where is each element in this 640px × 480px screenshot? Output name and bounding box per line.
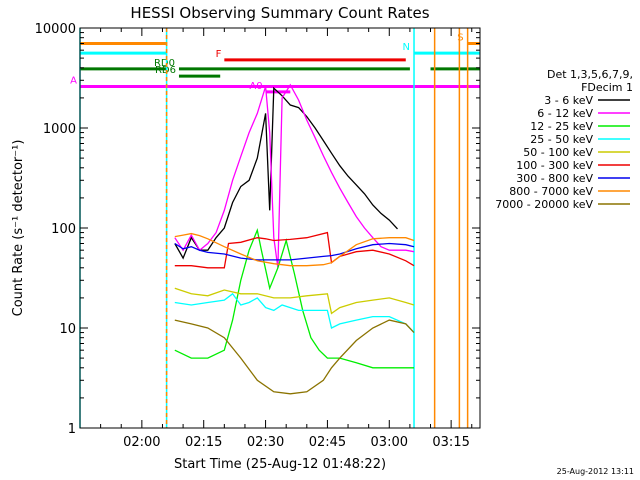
flag-label-s: S <box>457 32 463 43</box>
flag-label-rd0: RD0 <box>154 58 175 69</box>
y-tick-label-0: 1 <box>68 422 76 437</box>
legend-label-0: 3 - 6 keV <box>544 94 593 107</box>
legend-label-6: 300 - 800 keV <box>516 172 593 185</box>
x-tick-label-0: 02:00 <box>123 435 160 450</box>
vertical-markers <box>79 28 469 428</box>
legend-label-3: 25 - 50 keV <box>530 133 593 146</box>
flag-label-n: N <box>403 42 410 53</box>
y-tick-label-1: 10 <box>59 322 76 337</box>
x-tick-label-1: 02:15 <box>185 435 222 450</box>
axes: 1 10 100 1000 10000 02:00 02:15 02:30 02:45 03:00… <box>35 22 480 450</box>
x-tick-label-5: 03:15 <box>432 435 469 450</box>
series-line-2 <box>174 227 414 369</box>
legend-label-2: 12 - 25 keV <box>530 120 593 133</box>
series-line-7 <box>174 232 415 267</box>
y-tick-label-4: 10000 <box>35 22 76 37</box>
flag-label-f: F <box>216 49 222 60</box>
x-tick-label-3: 02:45 <box>309 435 346 450</box>
flag-label-a: A <box>70 76 77 87</box>
series-line-6 <box>174 242 415 261</box>
chart-title: HESSI Observing Summary Count Rates <box>130 4 429 22</box>
series-line-8 <box>174 319 415 395</box>
y-tick-label-3: 1000 <box>43 122 76 137</box>
series-line-4 <box>174 287 415 315</box>
legend-header-line-1: Det 1,3,5,6,7,9, <box>547 68 633 81</box>
series-lines <box>174 83 415 395</box>
x-tick-label-2: 02:30 <box>247 435 284 450</box>
y-tick-label-2: 100 <box>51 222 76 237</box>
footer-timestamp: 25-Aug-2012 13:11 <box>557 467 634 476</box>
y-axis-label: Count Rate (s⁻¹ detector⁻¹) <box>11 140 26 317</box>
legend-label-8: 7000 - 20000 keV <box>495 198 593 211</box>
legend-label-4: 50 - 100 keV <box>523 146 593 159</box>
series-line-5 <box>174 231 415 269</box>
legend-label-7: 800 - 7000 keV <box>509 185 593 198</box>
legend-header-line-2: FDecim 1 <box>581 81 633 94</box>
series-line-0 <box>174 86 398 260</box>
flag-label-a0: A0 <box>249 81 262 92</box>
series-line-1 <box>174 83 415 268</box>
legend-label-1: 6 - 12 keV <box>537 107 593 120</box>
x-axis-label: Start Time (25-Aug-12 01:48:22) <box>174 457 386 472</box>
flag-label-rd6: RD6 <box>155 65 176 76</box>
x-tick-label-4: 03:00 <box>371 435 408 450</box>
legend-label-5: 100 - 300 keV <box>516 159 593 172</box>
series-line-3 <box>174 292 415 334</box>
